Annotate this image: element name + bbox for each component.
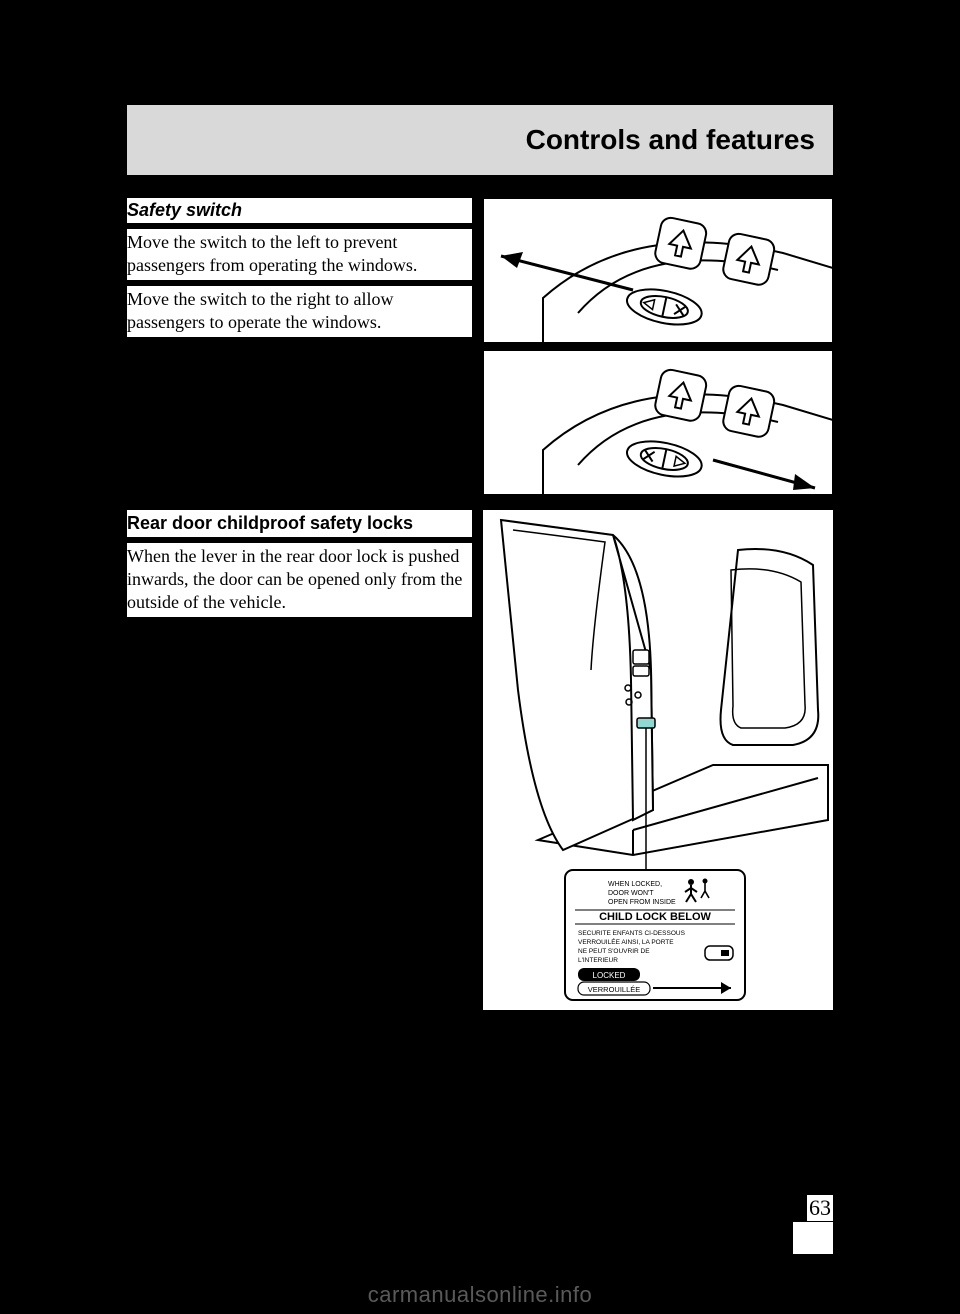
label-main: CHILD LOCK BELOW [599,911,711,923]
watermark: carmanualsonline.info [0,1282,960,1308]
label-en-line2: DOOR WON'T [608,890,654,897]
safety-switch-para1: Move the switch to the left to prevent p… [127,232,417,275]
locked-en: LOCKED [593,971,626,980]
page: Controls and features Safety switch Move… [0,0,960,1314]
figure-switch-left [483,198,833,343]
label-fr-line2: VERROUILÉE AINSI, LA PORTE [578,937,674,946]
label-fr-line3: NE PEUT S'OUVRIR DE [578,948,650,955]
chapter-title: Controls and features [526,124,815,156]
child-lock-label: WHEN LOCKED, DOOR WON'T OPEN FROM INSIDE [565,870,745,1000]
page-thumb-tab [793,1222,833,1254]
figure-child-lock-door: WHEN LOCKED, DOOR WON'T OPEN FROM INSIDE [483,510,833,1010]
figure-switch-right [483,350,833,495]
label-fr-line4: L'INTERIEUR [578,957,618,964]
safety-switch-section: Safety switch Move the switch to the lef… [127,198,472,337]
locked-fr: VERROUILLÉE [588,985,641,994]
chapter-header-band: Controls and features [127,105,833,175]
child-locks-heading: Rear door childproof safety locks [127,513,413,533]
label-fr-line1: SECURITE ENFANTS CI-DESSOUS [578,930,686,937]
label-en-line3: OPEN FROM INSIDE [608,899,676,906]
label-en-line1: WHEN LOCKED, [608,881,662,888]
safety-switch-para2: Move the switch to the right to allow pa… [127,289,393,332]
safety-switch-heading: Safety switch [127,200,242,220]
child-lock-slot [637,718,655,728]
child-locks-para1: When the lever in the rear door lock is … [127,546,462,613]
child-locks-section: Rear door childproof safety locks When t… [127,510,472,617]
page-number: 63 [807,1195,833,1221]
